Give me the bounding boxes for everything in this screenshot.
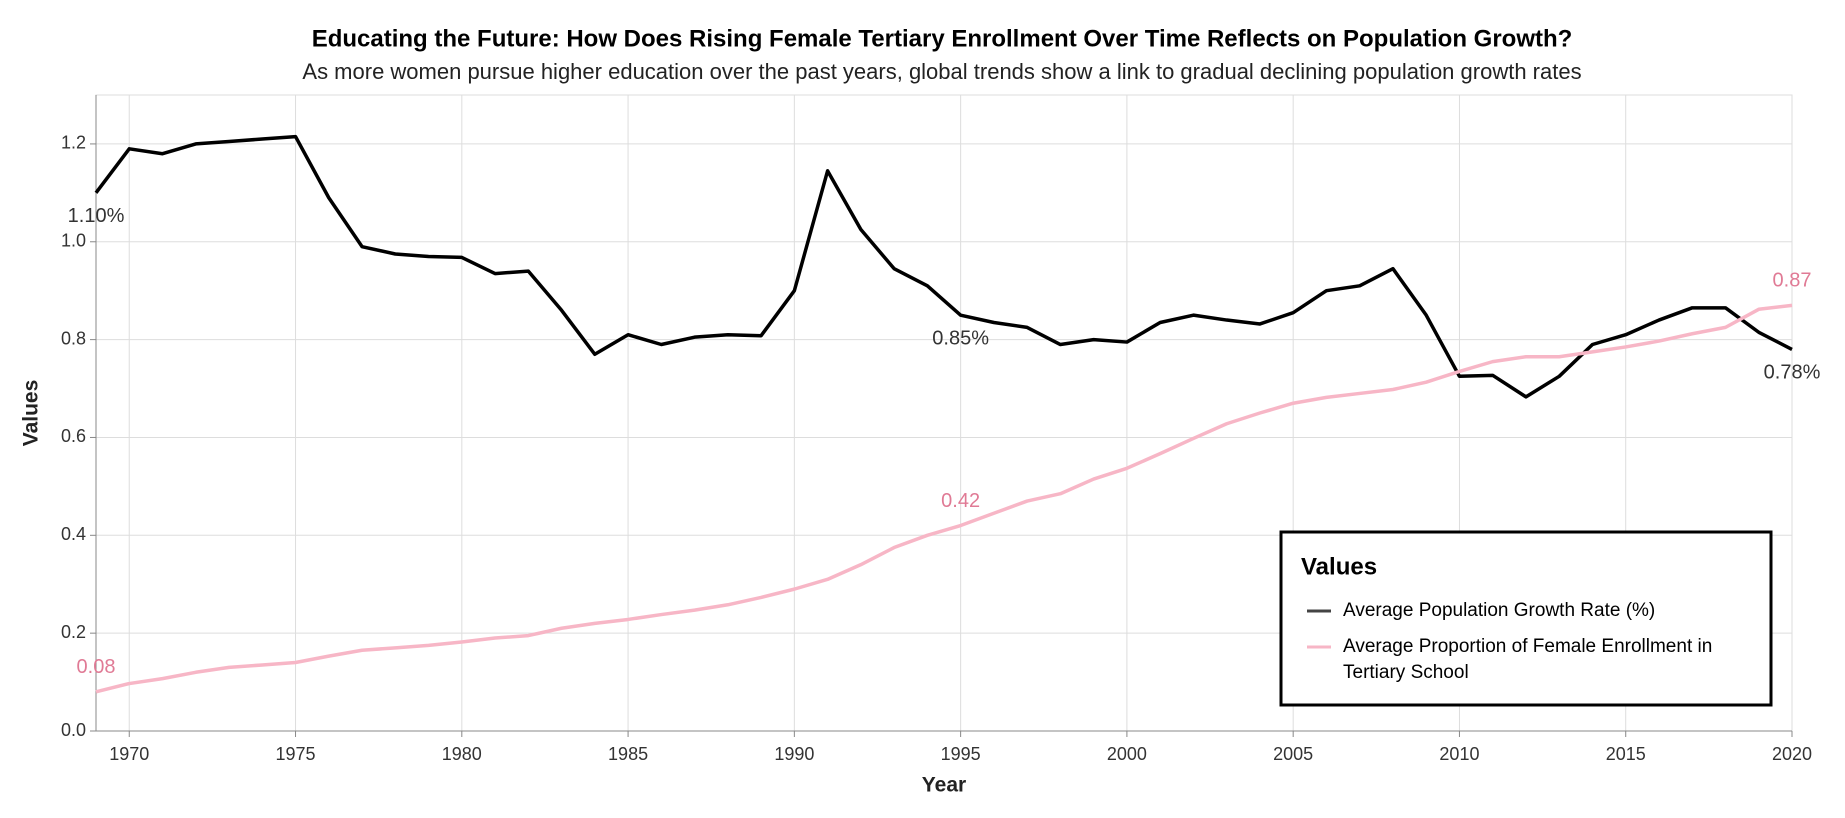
- data-label: 0.85%: [932, 327, 989, 349]
- x-tick-label: 1980: [442, 744, 482, 764]
- chart-title: Educating the Future: How Does Rising Fe…: [312, 25, 1573, 52]
- y-tick-label: 1.2: [61, 133, 86, 153]
- x-tick-label: 1985: [608, 744, 648, 764]
- y-tick-label: 0.6: [61, 426, 86, 446]
- legend-box: [1279, 530, 1773, 707]
- data-label: 0.42: [941, 490, 980, 512]
- y-tick-label: 0.4: [61, 524, 86, 544]
- series-line: [95, 303, 1793, 694]
- x-axis-label: Year: [922, 774, 966, 797]
- data-label: 0.87: [1773, 270, 1812, 292]
- x-tick-label: 2015: [1606, 744, 1646, 764]
- y-tick-label: 1.0: [61, 231, 86, 251]
- x-tick-label: 1975: [276, 744, 316, 764]
- x-tick-label: 2005: [1273, 744, 1313, 764]
- data-label: 0.78%: [1764, 362, 1821, 384]
- legend-label: Average Population Growth Rate (%): [1343, 600, 1655, 621]
- x-tick-label: 1990: [774, 744, 814, 764]
- y-tick-label: 0.0: [61, 720, 86, 740]
- x-tick-label: 1970: [109, 744, 149, 764]
- y-axis-label: Values: [20, 380, 43, 447]
- legend-title: Values: [1301, 553, 1377, 580]
- x-tick-label: 2020: [1772, 744, 1812, 764]
- x-tick-label: 2000: [1107, 744, 1147, 764]
- chart-subtitle: As more women pursue higher education ov…: [302, 59, 1581, 84]
- y-tick-label: 0.2: [61, 622, 86, 642]
- data-label: 0.08: [77, 656, 116, 678]
- legend-label: Average Proportion of Female Enrollment …: [1343, 636, 1712, 683]
- y-tick-label: 0.8: [61, 328, 86, 348]
- x-tick-label: 1995: [941, 744, 981, 764]
- series-line: [94, 134, 1793, 399]
- data-label: 1.10%: [68, 205, 125, 227]
- x-tick-label: 2010: [1439, 744, 1479, 764]
